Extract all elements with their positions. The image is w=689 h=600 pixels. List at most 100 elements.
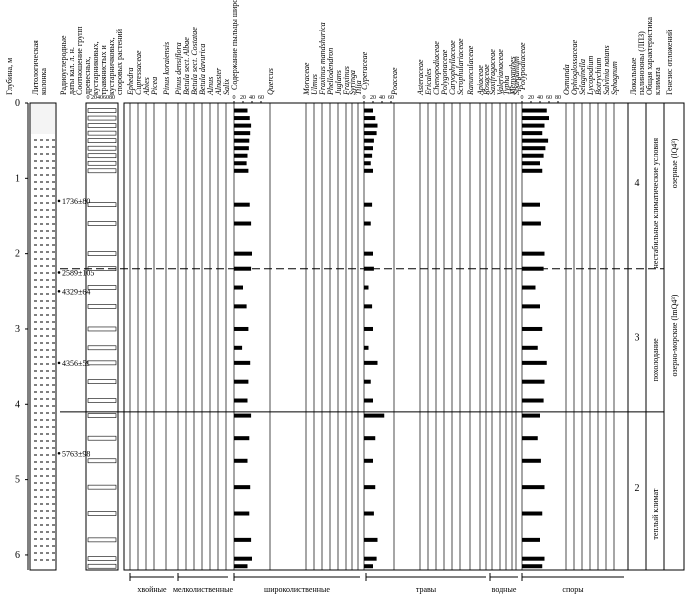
ratio-header: древесных, (83, 57, 92, 95)
x-tick-label: 60 (546, 95, 552, 101)
date-label: 4356±59 (62, 359, 90, 368)
pollen-bar (234, 221, 252, 226)
pollen-bar (522, 360, 547, 365)
ratio-sample (87, 398, 117, 403)
ratio-sample (87, 379, 117, 384)
taxon-header: Fraxinus mandshurica (318, 22, 327, 96)
taxon-header: Asteraceae (416, 59, 425, 96)
taxon-header: Betula sect. Albae (182, 37, 191, 95)
pollen-bar (364, 304, 373, 309)
climate-label: похолодание (651, 338, 660, 382)
taxon-header: Typha (502, 76, 511, 95)
pollen-bar (234, 413, 252, 418)
taxon-header: Salix (222, 79, 231, 95)
taxon-header: Ephedra (126, 67, 135, 96)
y-tick-label: 6 (15, 550, 20, 561)
pollen-bar (364, 285, 369, 290)
pollen-bar (364, 564, 373, 569)
pollen-bar (234, 304, 247, 309)
genesis-label: озерно-морские (lmQ4³) (670, 294, 679, 376)
pollen-bar (522, 556, 545, 561)
pollen-bar (234, 153, 248, 158)
pollen-bar (364, 326, 373, 331)
zone-label: 3 (635, 332, 640, 343)
ratio-tick-label: 40 (97, 95, 103, 101)
ratio-sample (87, 160, 117, 166)
taxon-header: Picea (150, 77, 159, 96)
pollen-bar (234, 138, 250, 143)
pollen-bar (234, 556, 252, 561)
zone-label: 4 (635, 178, 640, 189)
pollen-bar (234, 326, 249, 331)
ratio-sample (87, 556, 117, 562)
ratio-header: кустарничковых, (107, 37, 116, 95)
pollen-bar (364, 202, 373, 207)
y-tick-label: 3 (15, 324, 20, 335)
pollen-bar (364, 360, 378, 365)
dates-header: Радиоуглеродные (59, 35, 68, 95)
y-tick-label: 2 (15, 249, 20, 260)
x-tick-label: 60 (258, 95, 264, 101)
pollen-bar (522, 168, 543, 173)
taxon-header: Phellodendron (326, 48, 335, 96)
y-axis-label: Глубина, м (5, 58, 14, 95)
date-label: 2589±105 (62, 268, 94, 277)
taxon-header: Salvinia natans (602, 45, 611, 95)
ratio-sample (87, 251, 117, 256)
date-label: 1736±80 (62, 197, 90, 206)
taxon-header: Cupressaceae (134, 50, 143, 95)
pollen-bar (364, 138, 374, 143)
pollen-bar (364, 379, 371, 384)
pollen-bar (234, 251, 252, 256)
taxon-header: Sparganium (512, 56, 521, 95)
taxon-header: Poaceae (390, 67, 399, 96)
taxon-header: Содержание пыльцы широколиственных расте… (230, 0, 239, 90)
x-tick-label: 40 (537, 95, 543, 101)
pollen-bar (364, 221, 371, 226)
group-label: травы (416, 585, 437, 594)
pollen-bar (522, 458, 541, 463)
ratio-sample (87, 221, 117, 226)
genesis-header: Генезис отложений (665, 29, 674, 95)
taxon-header: Ericales (424, 68, 433, 96)
ratio-sample (87, 108, 117, 113)
pollen-bar (522, 436, 538, 441)
pollen-bar (364, 108, 373, 113)
taxon-header: Saxifragaceae (488, 49, 497, 95)
lithology-column (29, 102, 57, 571)
ratio-frame (85, 102, 119, 571)
dates-header: даты кал. л. н. (67, 47, 76, 95)
taxon-header: Juglans (334, 70, 343, 95)
pollen-bar (234, 537, 252, 542)
sand-layer (31, 104, 55, 134)
zones-header: палинозоны (ЛПЗ) (637, 31, 646, 95)
taxon-header: Ulmus (310, 74, 319, 95)
pollen-bar (364, 398, 373, 403)
taxon-header: Syringa (348, 70, 357, 95)
pollen-bar (364, 153, 373, 158)
taxon-header: Caryophyllaceae (448, 40, 457, 95)
ratio-sample (87, 145, 117, 151)
pollen-bar (364, 123, 378, 128)
pollen-bar (364, 131, 377, 136)
ratio-sample (87, 413, 117, 418)
pollen-bar (522, 161, 540, 166)
x-tick-label: 80 (555, 95, 561, 101)
taxon-header: Ophioglossaceae (570, 39, 579, 95)
group-label: водные (492, 585, 517, 594)
climate-header: Общая характеристика (645, 17, 654, 95)
taxon-header: Alnus (206, 77, 215, 96)
group-label: споры (562, 585, 584, 594)
pollen-bar (234, 398, 248, 403)
pollen-bar (234, 146, 249, 151)
date-label: 5763±98 (62, 449, 90, 458)
group-label: мелколиственные (173, 585, 234, 594)
zones-header: Локальные (629, 57, 638, 95)
pollen-bar (522, 398, 544, 403)
climate-label: нестабильные климатические условия (651, 138, 660, 269)
ratio-sample (87, 360, 117, 366)
ratio-sample (87, 285, 117, 290)
taxon-header: Pinus koraiensis (162, 42, 171, 96)
zone-label: 2 (635, 483, 640, 494)
